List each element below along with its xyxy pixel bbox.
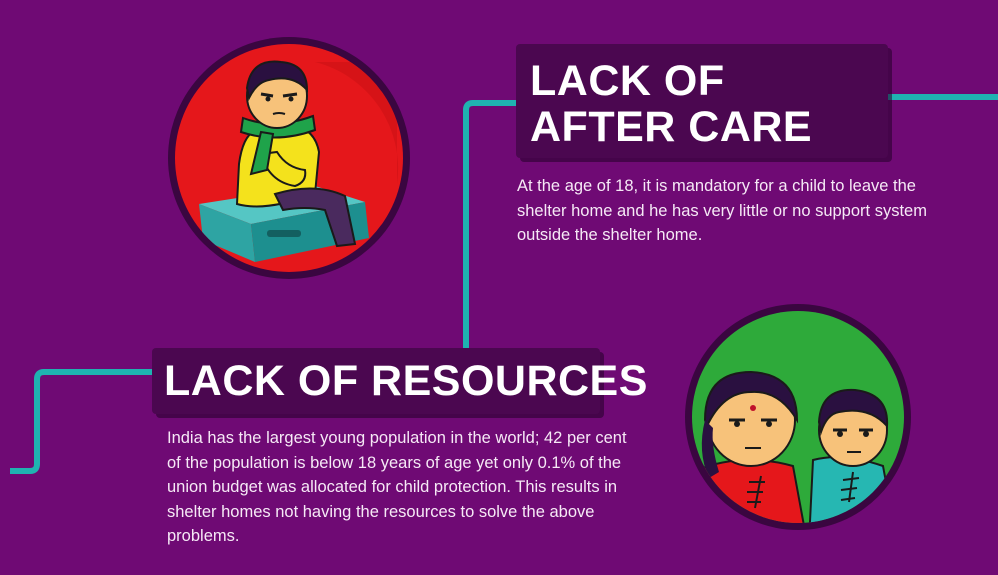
after-care-title-line1: LACK OF	[530, 57, 725, 105]
two-children-illustration	[685, 304, 911, 530]
connector-line-after-care-left	[463, 100, 516, 350]
after-care-title: LACK OF AFTER CARE	[516, 44, 888, 158]
connector-line-resources-left	[10, 369, 152, 474]
resources-description: India has the largest young population i…	[167, 429, 627, 545]
resources-title: LACK OF RESOURCES	[152, 348, 647, 414]
after-care-title-line2: AFTER CARE	[530, 103, 813, 151]
after-care-description: At the age of 18, it is mandatory for a …	[517, 177, 927, 244]
boy-sitting-on-suitcase-illustration	[168, 37, 410, 279]
